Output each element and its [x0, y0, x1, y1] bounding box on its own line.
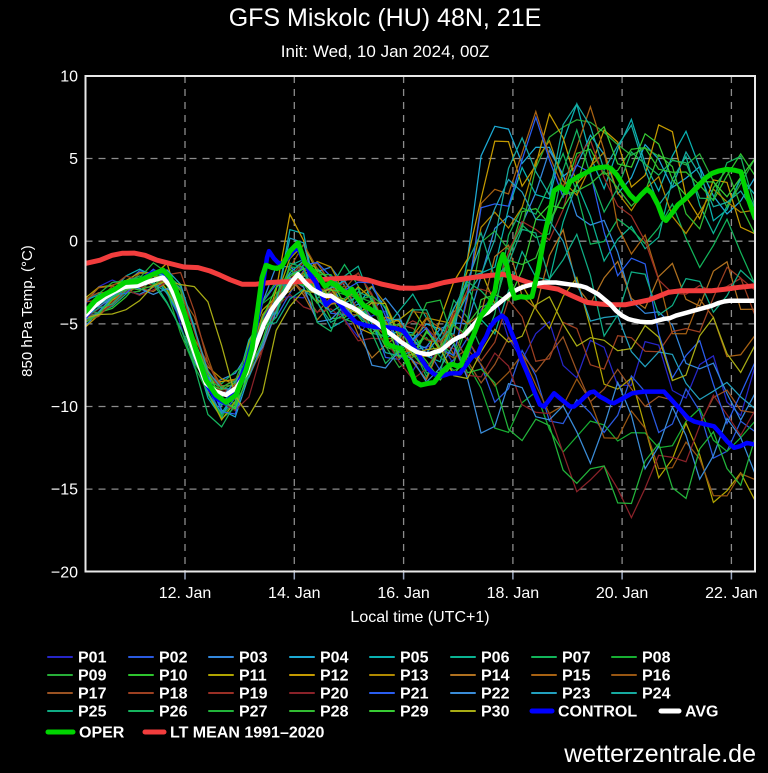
svg-text:P30: P30 — [481, 704, 510, 721]
svg-text:P23: P23 — [562, 686, 591, 703]
svg-text:10: 10 — [60, 68, 78, 85]
svg-text:AVG: AVG — [685, 704, 718, 721]
svg-text:P03: P03 — [239, 650, 268, 667]
svg-text:P24: P24 — [642, 686, 671, 703]
svg-text:P17: P17 — [78, 686, 107, 703]
svg-text:P02: P02 — [159, 650, 188, 667]
svg-text:CONTROL: CONTROL — [558, 704, 637, 721]
svg-text:Init: Wed, 10 Jan 2024, 00Z: Init: Wed, 10 Jan 2024, 00Z — [281, 42, 490, 61]
svg-text:P08: P08 — [642, 650, 671, 667]
svg-text:P16: P16 — [642, 668, 671, 685]
svg-text:wetterzentrale.de: wetterzentrale.de — [563, 740, 756, 768]
svg-text:5: 5 — [69, 151, 78, 168]
svg-text:P13: P13 — [400, 668, 429, 685]
svg-text:14. Jan: 14. Jan — [268, 585, 320, 602]
svg-text:−15: −15 — [51, 482, 78, 499]
svg-text:GFS Miskolc (HU) 48N, 21E: GFS Miskolc (HU) 48N, 21E — [229, 4, 542, 32]
svg-text:P06: P06 — [481, 650, 510, 667]
svg-text:12. Jan: 12. Jan — [159, 585, 211, 602]
svg-text:22. Jan: 22. Jan — [705, 585, 757, 602]
svg-text:16. Jan: 16. Jan — [377, 585, 429, 602]
svg-text:LT MEAN 1991–2020: LT MEAN 1991–2020 — [170, 725, 325, 742]
svg-text:Local time (UTC+1): Local time (UTC+1) — [350, 609, 489, 626]
svg-text:18. Jan: 18. Jan — [487, 585, 539, 602]
svg-text:0: 0 — [69, 234, 78, 251]
svg-text:P07: P07 — [562, 650, 591, 667]
svg-text:P14: P14 — [481, 668, 510, 685]
svg-text:P05: P05 — [400, 650, 429, 667]
svg-text:P26: P26 — [159, 704, 188, 721]
svg-text:P12: P12 — [320, 668, 349, 685]
svg-text:−10: −10 — [51, 399, 78, 416]
svg-text:−20: −20 — [51, 564, 78, 581]
svg-text:P10: P10 — [159, 668, 188, 685]
svg-text:P25: P25 — [78, 704, 107, 721]
svg-text:20. Jan: 20. Jan — [596, 585, 648, 602]
svg-text:P01: P01 — [78, 650, 107, 667]
svg-text:P15: P15 — [562, 668, 591, 685]
svg-text:P20: P20 — [320, 686, 349, 703]
svg-text:P22: P22 — [481, 686, 510, 703]
svg-text:P27: P27 — [239, 704, 268, 721]
svg-text:P21: P21 — [400, 686, 429, 703]
svg-text:−5: −5 — [60, 316, 78, 333]
svg-text:P29: P29 — [400, 704, 429, 721]
svg-text:P18: P18 — [159, 686, 188, 703]
svg-text:P28: P28 — [320, 704, 349, 721]
svg-text:OPER: OPER — [79, 725, 125, 742]
svg-text:P04: P04 — [320, 650, 349, 667]
svg-text:P09: P09 — [78, 668, 107, 685]
svg-text:850 hPa Temp. (°C): 850 hPa Temp. (°C) — [19, 245, 36, 377]
svg-text:P19: P19 — [239, 686, 268, 703]
svg-text:P11: P11 — [239, 668, 267, 685]
